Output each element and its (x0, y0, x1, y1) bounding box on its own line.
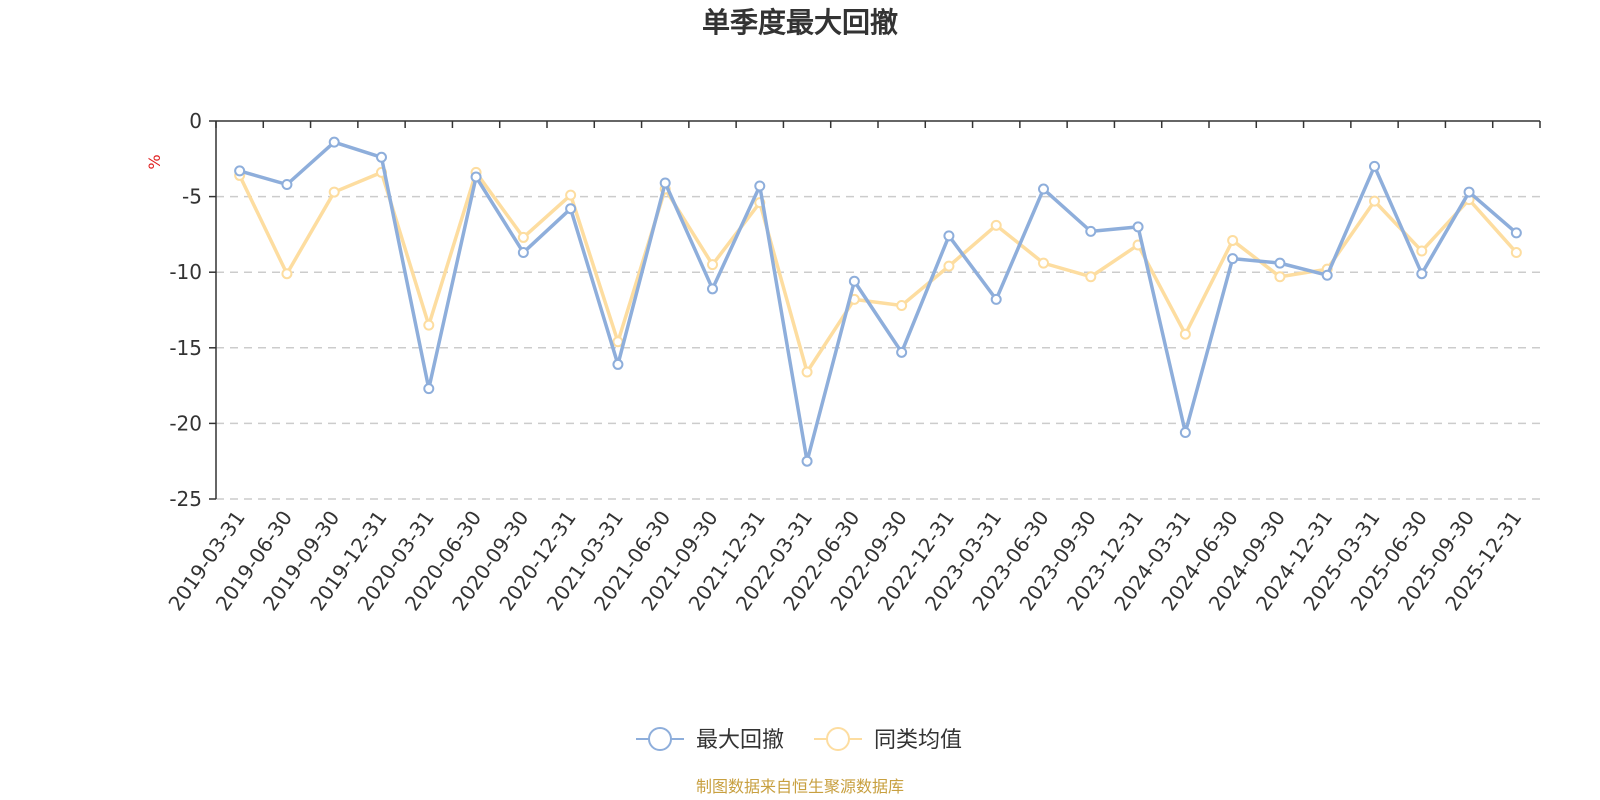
data-point (1132, 221, 1144, 233)
data-point (1227, 234, 1239, 246)
data-point (234, 165, 246, 177)
y-tick-label: -5 (182, 185, 202, 209)
y-tick-label: 0 (189, 109, 202, 133)
data-point (1085, 225, 1097, 237)
legend-item-max-drawdown[interactable]: 最大回撤 (636, 727, 784, 753)
data-point (1416, 245, 1428, 257)
legend-marker-icon (648, 727, 672, 751)
data-point (1038, 183, 1049, 195)
data-point (1179, 426, 1191, 438)
data-point (1085, 271, 1097, 283)
data-point (328, 186, 340, 198)
data-point (896, 346, 908, 358)
data-point (281, 268, 293, 280)
data-point (376, 151, 387, 163)
data-point (1274, 257, 1286, 269)
legend-marker-icon (826, 727, 850, 751)
data-point (707, 283, 718, 295)
data-point (754, 180, 766, 192)
data-point (1510, 247, 1522, 259)
legend-label: 同类均值 (874, 728, 962, 753)
data-point (1274, 271, 1286, 283)
data-point (659, 177, 671, 189)
data-point (1227, 253, 1239, 265)
data-point (896, 299, 908, 311)
axes (209, 120, 1541, 500)
y-tick-labels: 0 -5 -10 -15 -20 -25 (169, 109, 202, 511)
y-tick-label: -20 (169, 411, 202, 435)
data-point (990, 293, 1002, 305)
data-point (565, 203, 577, 215)
data-point (1369, 195, 1380, 207)
legend[interactable]: 最大回撤 同类均值 (636, 727, 962, 753)
data-point (1510, 227, 1522, 239)
data-point (612, 358, 624, 370)
data-point (1369, 160, 1380, 172)
series-group (234, 136, 1522, 467)
legend-label: 最大回撤 (696, 728, 784, 753)
data-point (707, 259, 718, 271)
data-point (943, 230, 955, 242)
data-point (943, 260, 955, 272)
data-point (612, 336, 624, 348)
data-point (990, 219, 1002, 231)
data-point (470, 171, 482, 183)
source-note: 制图数据来自恒生聚源数据库 (696, 777, 904, 796)
data-point (1038, 257, 1049, 269)
data-point (423, 319, 435, 331)
data-point (1179, 328, 1191, 340)
series-line (238, 170, 1518, 374)
data-point (848, 275, 860, 287)
grid-lines (216, 195, 1540, 500)
series-peer-average (234, 166, 1522, 378)
data-point (1463, 186, 1475, 198)
x-tick-labels: 2019-03-312019-06-302019-09-302019-12-31… (163, 506, 1526, 615)
y-tick-label: -10 (169, 260, 202, 284)
data-point (801, 366, 813, 378)
chart-title: 单季度最大回撤 (702, 6, 898, 39)
y-axis-unit: % (145, 154, 164, 169)
data-point (1416, 268, 1428, 280)
series-max-drawdown (234, 136, 1522, 467)
y-tick-label: -25 (169, 487, 202, 511)
data-point (517, 231, 529, 243)
y-tick-label: -15 (169, 336, 202, 360)
data-point (801, 455, 813, 467)
data-point (565, 189, 577, 201)
data-point (517, 247, 529, 259)
legend-item-peer-average[interactable]: 同类均值 (814, 727, 962, 753)
data-point (1321, 269, 1333, 281)
data-point (328, 136, 340, 148)
data-point (281, 179, 293, 191)
series-line (239, 140, 1518, 463)
data-point (423, 383, 435, 395)
